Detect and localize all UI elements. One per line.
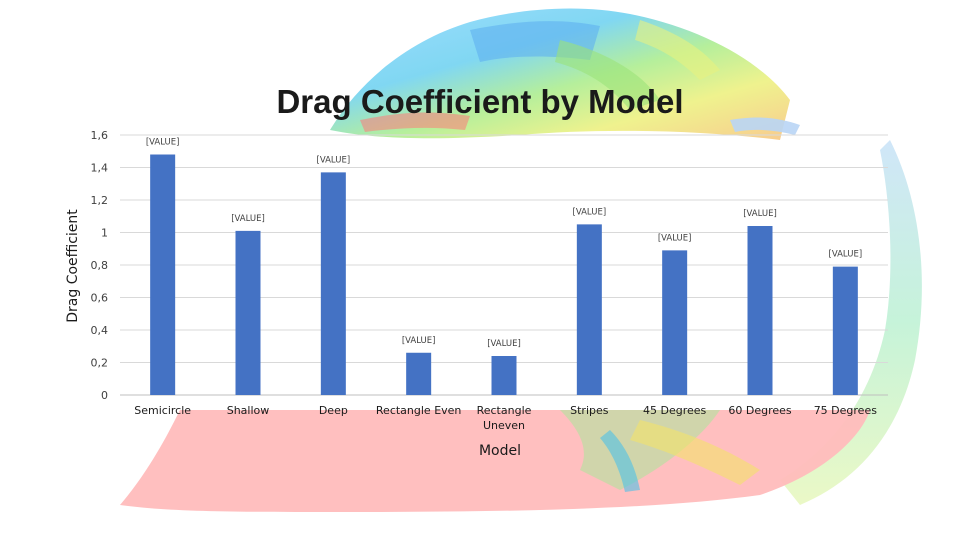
y-tick-label: 0,4 xyxy=(91,324,109,337)
bar xyxy=(576,224,602,395)
data-label: [VALUE] xyxy=(402,336,436,346)
y-tick-label: 0,8 xyxy=(91,259,109,272)
y-tick-labels: 0 0,2 0,4 0,6 0,8 1 1,2 1,4 1,6 xyxy=(91,129,109,402)
x-tick-label: Rectangle Even xyxy=(376,404,462,417)
x-axis-title: Model xyxy=(479,443,521,459)
y-tick-label: 0,2 xyxy=(91,357,109,370)
y-tick-label: 0 xyxy=(101,389,108,402)
data-label: [VALUE] xyxy=(146,138,180,148)
x-tick-labels: Semicircle Shallow Deep Rectangle Even Recta… xyxy=(134,404,877,432)
x-tick-label: Stripes xyxy=(570,404,609,417)
data-label: [VALUE] xyxy=(573,207,607,217)
data-label: [VALUE] xyxy=(487,339,521,349)
bar xyxy=(320,172,346,395)
y-axis-title: Drag Coefficient xyxy=(65,209,81,323)
y-tick-label: 1,6 xyxy=(91,129,109,142)
y-tick-label: 1,4 xyxy=(91,162,109,175)
bar xyxy=(491,356,517,395)
data-label: [VALUE] xyxy=(231,214,265,224)
bar xyxy=(832,266,858,395)
data-label: [VALUE] xyxy=(829,250,863,260)
bar xyxy=(406,352,432,395)
x-tick-label: Shallow xyxy=(227,404,270,417)
y-tick-label: 1 xyxy=(101,227,108,240)
data-label: [VALUE] xyxy=(317,155,351,165)
bar xyxy=(662,250,688,395)
chart-title: Drag Coefficient by Model xyxy=(276,83,683,120)
data-labels: [VALUE] [VALUE] [VALUE] [VALUE] [VALUE] [VALU… xyxy=(146,138,862,350)
x-tick-label: 75 Degrees xyxy=(814,404,878,417)
x-tick-label: Rectangle Uneven xyxy=(477,404,532,432)
bar xyxy=(235,230,261,395)
bars xyxy=(150,154,858,395)
bar xyxy=(150,154,176,395)
bar xyxy=(747,226,773,395)
data-label: [VALUE] xyxy=(743,209,777,219)
x-tick-label: 60 Degrees xyxy=(728,404,792,417)
x-tick-label: 45 Degrees xyxy=(643,404,707,417)
x-tick-label: Semicircle xyxy=(134,404,191,417)
y-tick-label: 1,2 xyxy=(91,194,109,207)
y-tick-label: 0,6 xyxy=(91,292,109,305)
x-tick-label: Deep xyxy=(319,404,348,417)
data-label: [VALUE] xyxy=(658,233,692,243)
